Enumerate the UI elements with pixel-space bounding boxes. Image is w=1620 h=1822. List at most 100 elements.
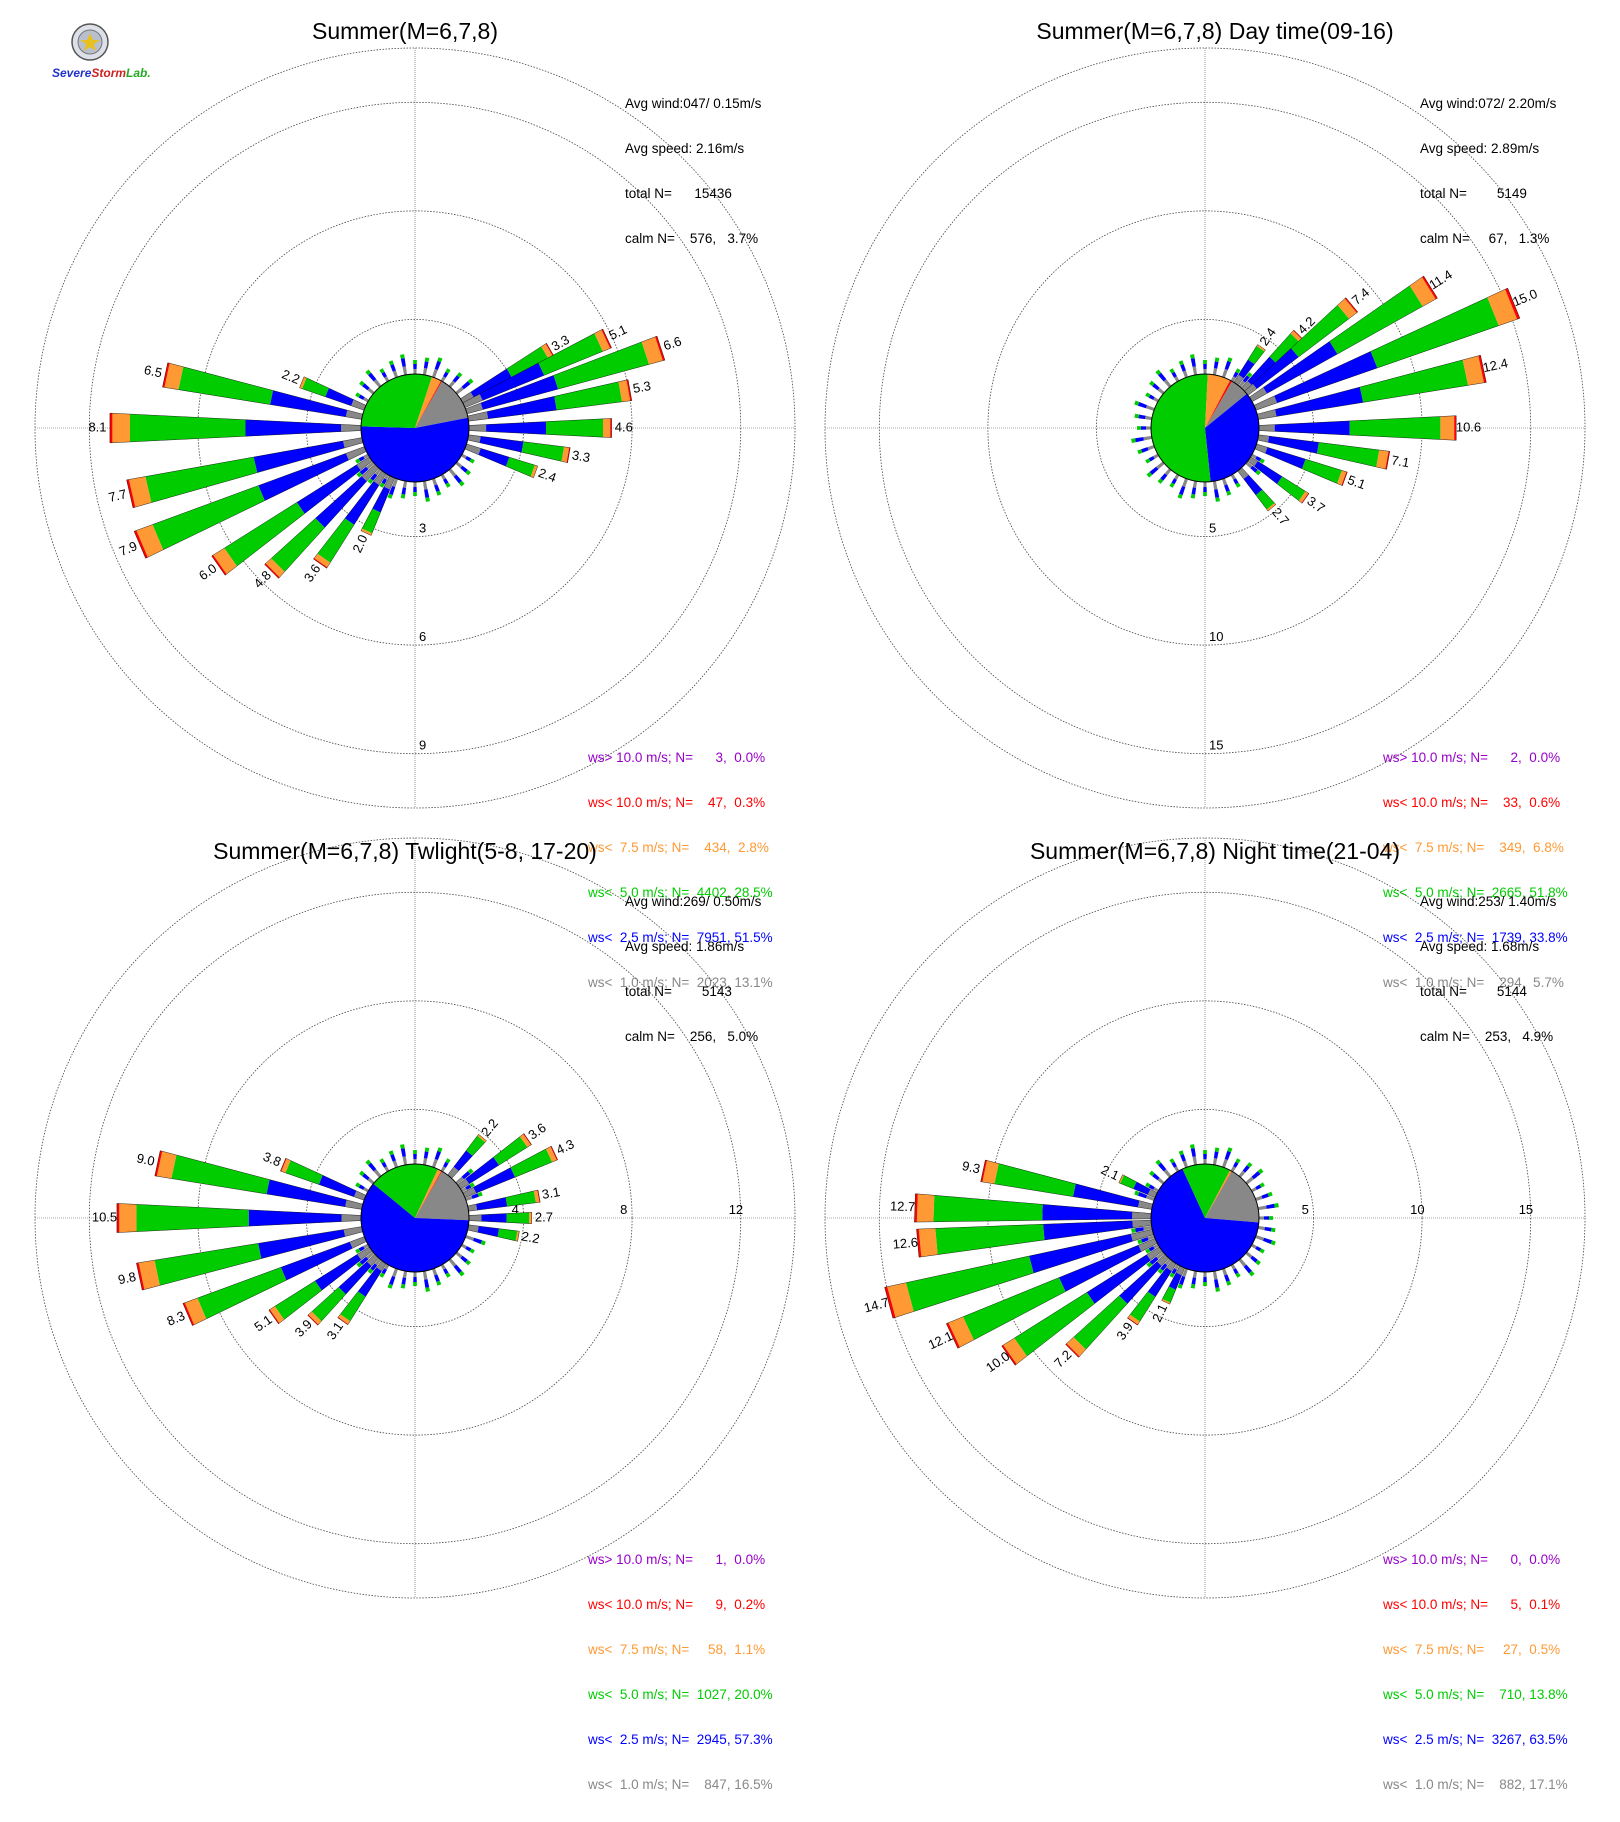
legend-entry: ws< 5.0 m/s; N= 4402, 28.5% <box>588 885 773 900</box>
minor-petal <box>440 1158 451 1172</box>
petal-label: 3.6 <box>301 561 324 584</box>
petal-segment <box>515 1230 520 1242</box>
petal-segment <box>1180 1154 1186 1162</box>
petal-segment <box>1214 1279 1220 1288</box>
petal-segment <box>356 1261 363 1268</box>
petal-segment <box>1152 383 1160 391</box>
petal-segment <box>1191 1277 1197 1285</box>
petal-segment <box>440 1264 446 1270</box>
pie-slice <box>1205 393 1259 482</box>
petal-segment <box>355 1182 361 1188</box>
petal-segment <box>363 1187 369 1193</box>
minor-petal <box>379 368 390 382</box>
petal-segment <box>1149 1256 1159 1265</box>
petal-segment <box>1245 461 1253 469</box>
petal-segment <box>384 376 390 382</box>
petal-segment <box>480 375 559 410</box>
legend-entry: ws< 1.0 m/s; N= 294, 5.7% <box>1383 975 1564 990</box>
petal-label: 2.0 <box>349 532 370 555</box>
petal-segment <box>1203 1150 1207 1154</box>
petal-segment <box>359 1170 365 1177</box>
petal-segment <box>1409 277 1436 307</box>
petal-segment <box>935 1224 1045 1255</box>
petal-segment <box>145 457 258 503</box>
minor-petal <box>440 1264 451 1278</box>
petal-segment <box>467 1224 479 1233</box>
minor-petal <box>1222 1268 1232 1286</box>
petal-segment <box>1119 1261 1162 1304</box>
petal-segment <box>280 1158 287 1172</box>
wind-petal <box>464 443 539 479</box>
petal-label: 5.1 <box>606 322 629 343</box>
petal-segment <box>453 1264 462 1274</box>
petal-segment <box>468 1214 482 1222</box>
wind-petal <box>182 1236 367 1326</box>
petal-segment <box>1138 1238 1158 1252</box>
petal-segment <box>1171 1161 1177 1168</box>
petal-segment <box>372 486 390 513</box>
petal-segment <box>1230 1166 1236 1172</box>
petal-segment <box>1248 346 1265 365</box>
petal-segment <box>1138 414 1146 420</box>
petal-segment <box>1214 357 1220 362</box>
petal-segment <box>1255 1184 1262 1190</box>
minor-petal <box>1255 1235 1276 1246</box>
minor-petal <box>1222 357 1233 378</box>
petal-label: 9.0 <box>135 1150 156 1168</box>
petal-segment <box>1227 357 1233 363</box>
petal-label: 2.2 <box>520 1228 540 1246</box>
minor-petal <box>440 474 451 488</box>
petal-segment <box>946 1322 960 1349</box>
petal-segment <box>355 458 361 464</box>
petal-segment <box>477 1191 483 1197</box>
petal-segment <box>424 357 430 362</box>
petal-segment <box>1235 1272 1241 1278</box>
petal-label: 2.1 <box>1149 1301 1170 1324</box>
petal-segment <box>1168 1272 1182 1290</box>
petal-segment <box>1259 1182 1265 1188</box>
petal-segment <box>1212 368 1218 376</box>
ring-label: 5 <box>1209 521 1216 536</box>
petal-segment <box>1182 1268 1188 1278</box>
legend-entry: ws< 7.5 m/s; N= 349, 6.8% <box>1383 840 1564 855</box>
petal-segment <box>1066 1337 1086 1357</box>
calm-n: calm N= 576, 3.7% <box>625 231 759 246</box>
minor-petal <box>1212 357 1220 376</box>
petal-segment <box>1137 1192 1147 1199</box>
pie-slice <box>415 1171 470 1221</box>
minor-petal <box>413 482 417 496</box>
minor-petal <box>1190 480 1198 499</box>
petal-segment <box>1222 1268 1228 1276</box>
petal-segment <box>1255 1195 1263 1201</box>
petal-segment <box>358 1184 365 1190</box>
minor-petal <box>359 380 375 395</box>
petal-segment <box>1132 1211 1152 1219</box>
petal-segment <box>422 1270 428 1280</box>
petal-segment <box>379 1272 385 1278</box>
petal-segment <box>1003 1338 1027 1365</box>
petal-segment <box>1174 474 1180 480</box>
petal-segment <box>358 1267 382 1297</box>
minor-petal <box>1169 368 1180 382</box>
wind-petal <box>884 1229 1154 1319</box>
petal-segment <box>370 473 378 481</box>
petal-segment <box>1213 1151 1219 1159</box>
petal-label: 3.8 <box>261 1149 283 1170</box>
petal-segment <box>1190 1284 1196 1289</box>
petal-label: 4.6 <box>615 419 633 434</box>
petal-segment <box>461 381 471 390</box>
petal-segment <box>982 1160 999 1184</box>
petal-segment <box>413 487 417 492</box>
petal-segment <box>401 1277 407 1285</box>
petal-segment <box>465 1246 472 1252</box>
petal-segment <box>1478 355 1487 383</box>
minor-petal <box>355 453 369 464</box>
minor-petal <box>1245 1251 1261 1266</box>
petal-segment <box>345 410 363 420</box>
petal-segment <box>443 1268 449 1275</box>
petal-segment <box>1252 348 1299 389</box>
petal-segment <box>1141 447 1149 453</box>
petal-segment <box>1169 482 1175 488</box>
petal-segment <box>434 484 440 492</box>
severe-storm-lab-logo: SevereStormLab. <box>52 22 151 84</box>
